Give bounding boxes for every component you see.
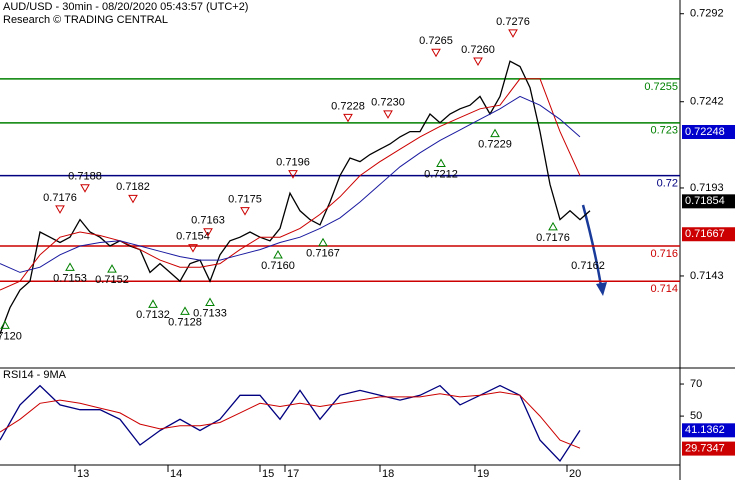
x-tick-label: 13 <box>77 468 89 480</box>
series-line <box>0 391 581 449</box>
high-marker <box>508 29 518 38</box>
annotation-label: 0.7153 <box>53 272 87 284</box>
rsi-title: RSI14 - 9MA <box>3 369 67 381</box>
high-marker <box>55 205 65 214</box>
y-tick-label: 0.7193 <box>690 182 724 194</box>
annotation-label: 0.7176 <box>43 192 77 204</box>
annotation-label: 0.7176 <box>536 232 570 244</box>
high-marker <box>343 113 353 123</box>
annotation-label: 0.7120 <box>0 330 22 342</box>
low-marker <box>548 221 558 231</box>
annotation-label: 0.7188 <box>68 171 102 183</box>
low-marker <box>490 128 500 138</box>
low-marker <box>318 237 328 247</box>
annotation-label: 0.7133 <box>193 307 227 319</box>
level-label: 0.714 <box>650 283 678 295</box>
price-box-label: 0.72248 <box>685 126 725 138</box>
annotation-label: 0.7260 <box>461 44 495 56</box>
annotation-label: 0.7196 <box>276 157 310 169</box>
price-box-label: 29.7347 <box>685 442 725 454</box>
level-label: 0.723 <box>650 125 678 137</box>
high-marker <box>80 184 90 193</box>
high-marker <box>203 228 213 237</box>
forecast-arrowhead <box>596 282 607 296</box>
annotation-label: 0.7182 <box>116 181 150 193</box>
high-marker <box>431 48 441 58</box>
low-marker <box>273 250 283 259</box>
price-box <box>682 441 735 456</box>
price-box-label: 0.71854 <box>685 195 725 207</box>
x-tick-label: 14 <box>170 468 182 480</box>
annotation-label: 0.7276 <box>496 16 530 28</box>
annotation-label: 0.7230 <box>371 97 405 109</box>
annotation-label: 0.7128 <box>168 316 202 328</box>
annotation-label: 0.7212 <box>424 168 458 180</box>
chart-title: AUD/USD - 30min - 08/20/2020 05:43:57 (U… <box>3 1 248 13</box>
low-marker <box>180 306 190 315</box>
price-box <box>682 194 735 209</box>
annotation-label: 0.7167 <box>306 248 340 260</box>
price-box <box>682 227 735 242</box>
y-tick-label: 0.7242 <box>690 96 724 108</box>
annotation-label: 0.7163 <box>191 215 225 227</box>
high-marker <box>473 57 483 67</box>
x-tick-label: 20 <box>569 468 581 480</box>
price-box-label: 0.71667 <box>685 228 725 240</box>
price-box-label: 41.1362 <box>685 424 725 436</box>
series-line <box>0 95 581 273</box>
low-marker <box>436 158 446 168</box>
high-marker <box>188 244 198 253</box>
forecast-label: 0.7162 <box>571 260 605 272</box>
x-tick-label: 18 <box>382 468 394 480</box>
price-box <box>682 124 735 139</box>
low-marker <box>205 297 215 307</box>
annotation-label: 0.7152 <box>95 274 129 286</box>
x-tick-label: 15 <box>262 468 274 480</box>
x-tick-label: 17 <box>287 468 299 480</box>
annotation-label: 0.7265 <box>419 35 453 47</box>
high-marker <box>288 170 298 179</box>
low-marker <box>0 320 10 329</box>
annotation-label: 0.7229 <box>478 139 512 151</box>
y-tick-label: 70 <box>690 378 702 390</box>
level-label: 0.716 <box>650 248 678 260</box>
y-tick-label: 0.7292 <box>690 8 724 20</box>
high-marker <box>128 194 138 204</box>
low-marker <box>65 262 75 271</box>
series-line <box>0 78 581 291</box>
forecast-arrow <box>581 204 603 287</box>
annotation-label: 0.7154 <box>176 231 210 243</box>
series-line <box>0 60 591 335</box>
high-marker <box>383 110 393 119</box>
low-marker <box>107 264 117 273</box>
annotation-label: 0.7175 <box>228 194 262 206</box>
level-label: 0.7255 <box>644 81 678 93</box>
y-tick-label: 50 <box>690 410 702 422</box>
x-tick-label: 19 <box>477 468 489 480</box>
annotation-label: 0.7132 <box>136 309 170 321</box>
high-marker <box>240 207 250 216</box>
annotation-label: 0.7228 <box>331 100 365 112</box>
low-marker <box>148 299 158 308</box>
y-tick-label: 0.7143 <box>690 270 724 282</box>
level-label: 0.72 <box>657 178 678 190</box>
price-box <box>682 423 735 438</box>
chart-subtitle: Research © TRADING CENTRAL <box>3 14 168 26</box>
annotation-label: 0.7160 <box>261 260 295 272</box>
